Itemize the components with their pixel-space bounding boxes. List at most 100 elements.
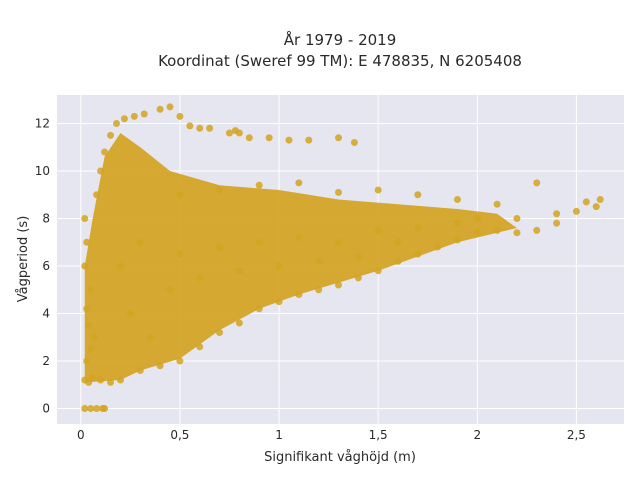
data-point <box>394 238 402 246</box>
data-point <box>206 124 214 132</box>
data-point <box>582 198 590 206</box>
data-point <box>176 112 184 120</box>
data-point <box>85 378 93 386</box>
data-point <box>83 238 91 246</box>
x-axis-label: Signifikant våghöjd (m) <box>264 450 416 465</box>
data-point <box>216 243 224 251</box>
data-point <box>186 122 194 130</box>
data-point <box>136 367 144 375</box>
y-tick-label: 6 <box>42 259 50 273</box>
data-point <box>116 262 124 270</box>
data-point <box>87 345 95 353</box>
data-point <box>235 319 243 327</box>
y-tick-label: 12 <box>35 117 50 131</box>
data-point <box>216 186 224 194</box>
y-axis-label: Vågperiod (s) <box>16 216 31 303</box>
data-point <box>225 129 233 137</box>
data-point <box>374 186 382 194</box>
data-point <box>196 124 204 132</box>
data-point <box>315 257 323 265</box>
data-point <box>136 238 144 246</box>
data-point <box>255 181 263 189</box>
data-point <box>295 291 303 299</box>
data-point <box>414 191 422 199</box>
data-point <box>335 281 343 289</box>
data-point <box>140 110 148 118</box>
data-point <box>235 129 243 137</box>
scatter-cloud-core <box>84 133 517 383</box>
data-point <box>295 234 303 242</box>
x-axis-ticks: 0 0,5 1 1,5 2 2,5 <box>77 428 586 442</box>
x-tick-label: 0 <box>77 428 85 442</box>
data-point <box>473 215 481 223</box>
data-point <box>97 376 105 384</box>
x-tick-label: 2,5 <box>567 428 586 442</box>
data-point <box>414 224 422 232</box>
data-point <box>166 103 174 111</box>
data-point <box>335 238 343 246</box>
chart-title-line2: Koordinat (Sweref 99 TM): E 478835, N 62… <box>158 52 522 70</box>
data-point <box>414 250 422 258</box>
data-point <box>350 139 358 147</box>
data-point <box>112 120 120 128</box>
data-point <box>101 405 109 413</box>
data-point <box>275 298 283 306</box>
data-point <box>553 219 561 227</box>
data-point <box>553 210 561 218</box>
data-point <box>81 262 89 270</box>
data-point <box>453 196 461 204</box>
data-point <box>91 333 99 341</box>
y-tick-label: 10 <box>35 164 50 178</box>
data-point <box>533 179 541 187</box>
data-point <box>97 167 105 175</box>
data-point <box>453 219 461 227</box>
data-point <box>120 115 128 123</box>
data-point <box>107 131 115 139</box>
data-point <box>295 179 303 187</box>
data-point <box>572 207 580 215</box>
data-point <box>255 238 263 246</box>
scatter-density-fill <box>84 133 517 383</box>
y-axis-ticks: 0 2 4 6 8 10 12 <box>35 117 50 416</box>
y-tick-label: 4 <box>42 307 50 321</box>
data-point <box>146 333 154 341</box>
data-point <box>493 200 501 208</box>
data-point <box>255 305 263 313</box>
data-point <box>335 134 343 142</box>
data-point <box>265 134 273 142</box>
data-point <box>83 305 91 313</box>
y-tick-label: 2 <box>42 354 50 368</box>
data-point <box>493 226 501 234</box>
data-point <box>83 357 91 365</box>
data-point <box>275 262 283 270</box>
data-point <box>354 274 362 282</box>
data-point <box>473 229 481 237</box>
data-point <box>305 136 313 144</box>
x-tick-label: 1 <box>275 428 283 442</box>
data-point <box>315 286 323 294</box>
data-point <box>592 203 600 211</box>
chart-title-line1: År 1979 - 2019 <box>284 30 397 49</box>
data-point <box>81 405 89 413</box>
data-point <box>235 267 243 275</box>
data-point <box>596 196 604 204</box>
data-point <box>196 274 204 282</box>
data-point <box>93 405 101 413</box>
data-point <box>130 112 138 120</box>
data-point <box>176 357 184 365</box>
data-point <box>89 374 97 382</box>
scatter-points <box>81 103 604 413</box>
data-point <box>216 329 224 337</box>
data-point <box>394 257 402 265</box>
data-point <box>107 378 115 386</box>
data-point <box>156 362 164 370</box>
data-point <box>434 243 442 251</box>
y-tick-label: 8 <box>42 212 50 226</box>
data-point <box>166 286 174 294</box>
data-point <box>85 321 93 329</box>
x-tick-label: 2 <box>473 428 481 442</box>
data-point <box>533 226 541 234</box>
data-point <box>453 236 461 244</box>
data-point <box>245 134 253 142</box>
